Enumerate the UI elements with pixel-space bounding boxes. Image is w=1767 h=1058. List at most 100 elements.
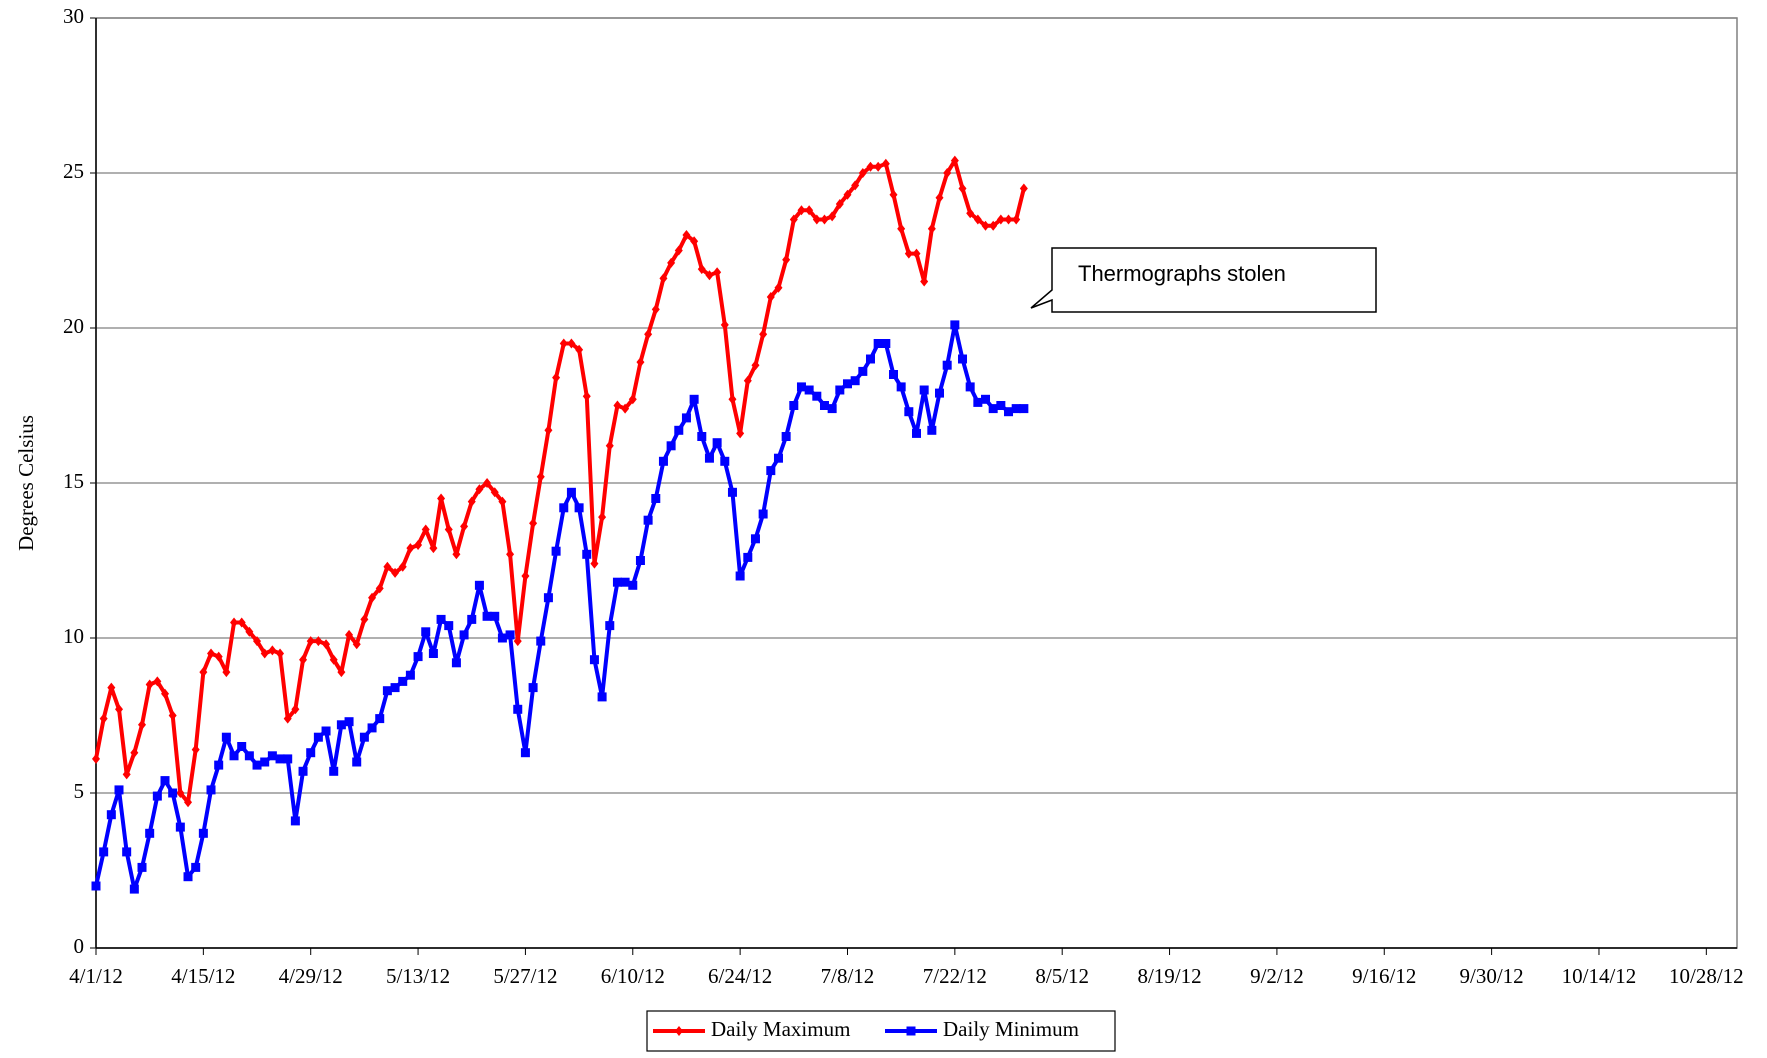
marker	[620, 577, 630, 587]
x-tick-label: 10/28/12	[1669, 964, 1744, 988]
marker	[275, 754, 285, 764]
marker	[520, 748, 530, 758]
marker	[497, 633, 507, 643]
marker	[566, 487, 576, 497]
marker	[244, 751, 254, 761]
marker	[291, 704, 300, 715]
x-tick-label: 8/19/12	[1137, 964, 1201, 988]
series-line	[94, 158, 1026, 805]
marker	[467, 496, 476, 507]
marker	[613, 400, 622, 411]
marker	[958, 183, 967, 194]
marker	[183, 872, 193, 882]
marker	[222, 667, 231, 678]
marker	[759, 329, 768, 340]
marker	[452, 549, 461, 560]
marker	[99, 847, 109, 857]
marker	[736, 428, 745, 439]
marker	[766, 292, 775, 302]
callout-text: Thermographs stolen	[1078, 261, 1286, 286]
marker	[214, 651, 223, 662]
marker	[414, 540, 423, 550]
x-tick-label: 9/2/12	[1250, 964, 1304, 988]
marker	[912, 248, 921, 259]
marker	[444, 524, 453, 535]
marker	[145, 828, 155, 838]
marker	[337, 667, 346, 678]
marker	[943, 168, 952, 178]
marker	[528, 683, 538, 693]
marker	[405, 670, 415, 680]
marker	[329, 766, 339, 776]
marker	[812, 391, 822, 401]
marker	[973, 214, 982, 225]
marker	[674, 245, 683, 256]
marker	[850, 376, 860, 386]
marker	[345, 629, 354, 640]
marker	[805, 205, 814, 216]
x-tick-label: 7/22/12	[923, 964, 987, 988]
marker	[851, 180, 860, 191]
marker	[467, 614, 477, 624]
marker	[306, 636, 315, 647]
marker	[843, 189, 852, 200]
marker	[667, 257, 676, 268]
marker	[176, 788, 185, 798]
marker	[106, 810, 116, 820]
marker	[559, 338, 568, 349]
marker	[268, 645, 277, 656]
marker	[283, 754, 293, 764]
marker	[690, 236, 699, 247]
marker	[889, 189, 898, 200]
marker	[437, 493, 446, 504]
marker	[1011, 404, 1021, 414]
marker	[321, 726, 331, 736]
x-tick-label: 10/14/12	[1562, 964, 1637, 988]
marker	[191, 744, 200, 755]
marker	[506, 549, 515, 560]
marker	[145, 679, 154, 690]
marker	[720, 319, 729, 330]
legend: Daily Maximum Daily Minimum	[646, 1010, 1116, 1052]
marker	[589, 655, 599, 665]
marker	[605, 621, 615, 631]
marker	[920, 276, 929, 287]
x-tick-label: 6/24/12	[708, 964, 772, 988]
marker	[628, 394, 637, 405]
marker	[590, 558, 599, 569]
marker	[996, 401, 1006, 410]
marker	[298, 766, 308, 776]
marker	[161, 688, 170, 699]
marker	[658, 456, 668, 466]
y-axis-label: Degrees Celsius	[14, 415, 38, 551]
marker	[513, 704, 523, 714]
y-tick-label: 25	[63, 159, 84, 183]
marker	[897, 223, 906, 234]
marker	[919, 385, 929, 395]
marker	[621, 403, 630, 414]
marker	[659, 273, 668, 284]
marker	[942, 360, 952, 370]
marker	[858, 366, 868, 376]
marker	[413, 652, 423, 662]
marker	[728, 394, 737, 405]
marker	[91, 881, 101, 891]
marker	[206, 785, 216, 795]
marker	[191, 862, 201, 872]
marker	[1012, 214, 1021, 225]
marker	[267, 751, 277, 761]
marker	[966, 208, 975, 219]
marker	[544, 425, 553, 436]
x-tick-label: 8/5/12	[1035, 964, 1089, 988]
callout-box	[1030, 247, 1377, 313]
marker	[835, 199, 844, 209]
marker	[130, 747, 139, 758]
marker	[712, 438, 722, 448]
marker	[551, 546, 561, 556]
marker	[329, 654, 338, 665]
marker	[697, 432, 707, 441]
marker	[796, 382, 806, 392]
x-tick-label: 4/1/12	[69, 964, 123, 988]
y-tick-label: 10	[63, 624, 84, 648]
